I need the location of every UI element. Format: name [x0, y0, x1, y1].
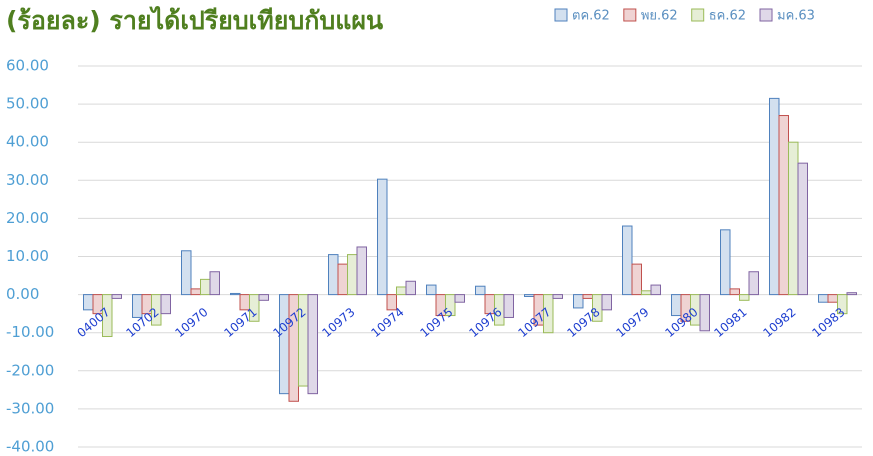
bar: [846, 292, 857, 296]
bar: [209, 271, 220, 296]
bar: [622, 225, 633, 296]
bar: [347, 254, 358, 296]
y-tick-label: 60.00: [6, 57, 49, 75]
bar: [356, 246, 367, 296]
bar: [650, 284, 661, 296]
bar: [181, 250, 192, 296]
bar: [111, 294, 122, 299]
bar: [102, 294, 113, 338]
y-tick-label: -10.00: [6, 323, 54, 341]
legend-label: พย.62: [641, 9, 678, 24]
bar: [837, 294, 848, 315]
y-tick-label: 40.00: [6, 133, 49, 151]
y-tick-label: 10.00: [6, 247, 49, 265]
bar: [524, 294, 535, 298]
bar: [454, 294, 465, 303]
bar: [200, 278, 211, 296]
bar: [445, 294, 456, 317]
x-tick-label: 10978: [564, 305, 602, 340]
bar: [543, 294, 554, 334]
y-tick-label: -30.00: [6, 399, 54, 417]
bar: [307, 294, 318, 395]
bar: [426, 284, 437, 296]
legend-swatch: [691, 8, 705, 22]
bar: [337, 263, 348, 296]
bar: [739, 294, 750, 301]
bar: [328, 254, 339, 296]
bar: [83, 294, 94, 311]
x-tick-label: 10970: [172, 305, 210, 340]
bar: [818, 294, 829, 303]
y-tick-label: -20.00: [6, 361, 54, 379]
bar: [396, 286, 407, 296]
bar: [377, 178, 388, 296]
x-tick-label: 10982: [760, 305, 798, 340]
x-tick-label: 10981: [711, 305, 749, 340]
bar: [573, 294, 584, 309]
bar: [582, 294, 593, 299]
legend-label: ตค.62: [572, 9, 610, 24]
bar: [748, 271, 759, 296]
bar: [671, 294, 682, 317]
x-tick-label: 10973: [319, 305, 357, 340]
chart-title: (ร้อยละ) รายได้เปรียบเทียบกับแผน: [6, 5, 383, 35]
y-tick-label: -40.00: [6, 438, 54, 456]
bar: [699, 294, 710, 332]
bar: [249, 294, 260, 322]
bar: [386, 294, 397, 311]
bar: [503, 294, 514, 318]
bar: [475, 285, 486, 296]
x-tick-label: 10979: [613, 305, 651, 340]
y-tick-label: 30.00: [6, 171, 49, 189]
bar: [729, 288, 740, 296]
bar: [720, 229, 731, 296]
bar: [160, 294, 171, 315]
legend-label: มค.63: [777, 9, 815, 24]
bar: [827, 294, 838, 303]
bar: [601, 294, 612, 311]
bar: [631, 263, 642, 296]
legend-swatch: [554, 8, 568, 22]
y-tick-label: 20.00: [6, 209, 49, 227]
bar: [641, 290, 652, 296]
bar: [405, 280, 416, 296]
bar: [279, 294, 290, 395]
bar: [230, 292, 241, 296]
bar: [258, 294, 269, 301]
bar: [778, 115, 789, 296]
y-tick-label: 0.00: [6, 285, 39, 303]
bar: [769, 97, 780, 296]
bar: [552, 294, 563, 299]
legend-swatch: [759, 8, 773, 22]
bar: [190, 288, 201, 296]
legend-swatch: [623, 8, 637, 22]
x-tick-label: 10983: [809, 305, 847, 340]
y-tick-label: 50.00: [6, 95, 49, 113]
bar: [788, 141, 799, 296]
bar: [797, 162, 808, 296]
legend-label: ธค.62: [709, 9, 746, 24]
